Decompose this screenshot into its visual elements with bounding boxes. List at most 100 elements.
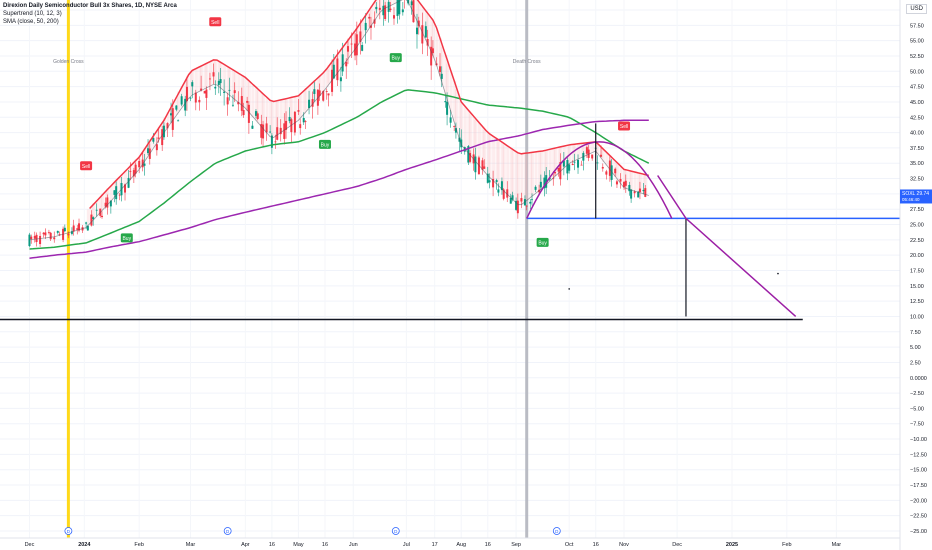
candle-body [109,200,112,207]
candle-body [106,197,109,208]
candle-body [231,104,234,106]
cloud-band [633,172,637,192]
cloud-band [515,151,519,204]
cloud-band [369,5,373,25]
signal-labels: Sell Buy Sell Buy Buy Buy Sell [80,17,631,247]
candle-body [90,214,93,226]
cloud-band [557,147,561,173]
cloud-band [132,162,136,175]
candle-body [474,156,477,173]
candle-body [410,1,413,6]
y-tick-label: 52.50 [910,54,924,60]
candle-body [260,124,263,138]
supertrend-cloud [86,0,648,225]
cloud-band [161,122,165,135]
candle-body [341,54,344,72]
y-tick-label: −17.50 [910,483,927,489]
cloud-band [449,72,453,113]
cloud-band [270,101,274,138]
y-axis[interactable]: 60.0057.5055.0052.5050.0047.5045.0042.50… [899,0,932,550]
cloud-band [208,61,212,86]
y-tick-label: −20.00 [910,498,927,504]
pattern-drawings[interactable] [0,123,900,321]
cloud-band [497,140,501,187]
candle-body [562,160,565,167]
cloud-band [523,153,527,202]
x-tick-label: Feb [782,542,791,548]
candle-body [577,159,580,168]
cloud-band [421,7,425,34]
x-tick-label: Oct [565,542,574,548]
x-axis[interactable]: Dec 2024 Feb Mar Apr 16 May 16 Jun Jul 17 Aug 16 Sep O… [0,527,900,549]
dividend-marker [64,527,73,535]
candle-body [369,25,372,28]
indicator-supertrend[interactable]: Supertrend (10, 12, 3) [3,11,62,17]
y-tick-label: −22.50 [910,514,927,520]
grid [0,0,900,538]
candle-body [33,235,36,239]
dividend-marker [552,527,561,535]
x-tick-label: May [293,542,304,548]
event-label: Death Cross [513,59,541,65]
candle-body [361,45,364,51]
y-tick-label: −7.50 [910,422,924,428]
cloud-band [104,191,108,207]
indicator-sma[interactable]: SMA (close, 50, 200) [3,19,59,25]
cloud-band [302,90,306,114]
candle-body [35,234,38,243]
candle-body [426,39,429,46]
candle-body [240,96,243,111]
candle-body [226,97,229,105]
y-tick-label: 2.50 [910,360,921,366]
candle-body [502,189,505,199]
candle-body [185,86,188,102]
cloud-band [279,99,283,133]
candle-body [155,144,158,151]
y-tick-label: −2.50 [910,391,924,397]
dividend-marker-label: D [555,529,559,534]
candle-body [242,110,245,116]
candle-body [396,0,399,16]
candle-body [605,171,608,175]
cloud-band [642,174,646,194]
y-tick-label: 12.50 [910,299,924,305]
candle-body [297,110,300,112]
candle-body [138,161,141,168]
cloud-band [502,144,506,193]
candle-body [47,232,50,233]
cloud-band [373,1,377,20]
candle-body [293,111,296,133]
candle-body [44,232,47,236]
x-tick-label: 16 [485,542,491,548]
candle-body [633,191,636,194]
symbol-title[interactable]: Direxion Daily Semiconductor Bull 3x Sha… [3,3,177,9]
candle-body [601,166,604,169]
cloud-band [95,200,99,216]
cloud-band [113,182,117,198]
cloud-band [311,82,315,104]
cloud-band [538,151,542,191]
currency-button[interactable]: USD [906,4,927,14]
signal-buy-badge [120,233,133,243]
cloud-band [469,113,473,157]
candle-body [285,120,288,130]
cloud-band [506,146,510,195]
candle-body [615,181,618,185]
candle-body [269,131,272,133]
candle-body [345,61,348,67]
candle-body [454,128,457,133]
candle-body [412,0,415,23]
candle-body [642,189,645,192]
cloud-band [562,145,566,168]
candle-body [346,46,349,52]
cloud-band [191,69,195,95]
y-tick-label: 0.0000 [910,376,927,382]
cloud-band [155,130,159,144]
candle-body [318,90,321,96]
candle-body [446,101,449,115]
y-tick-label: 17.50 [910,269,924,275]
candle-body [118,194,121,196]
signal-buy-badge [389,53,402,63]
